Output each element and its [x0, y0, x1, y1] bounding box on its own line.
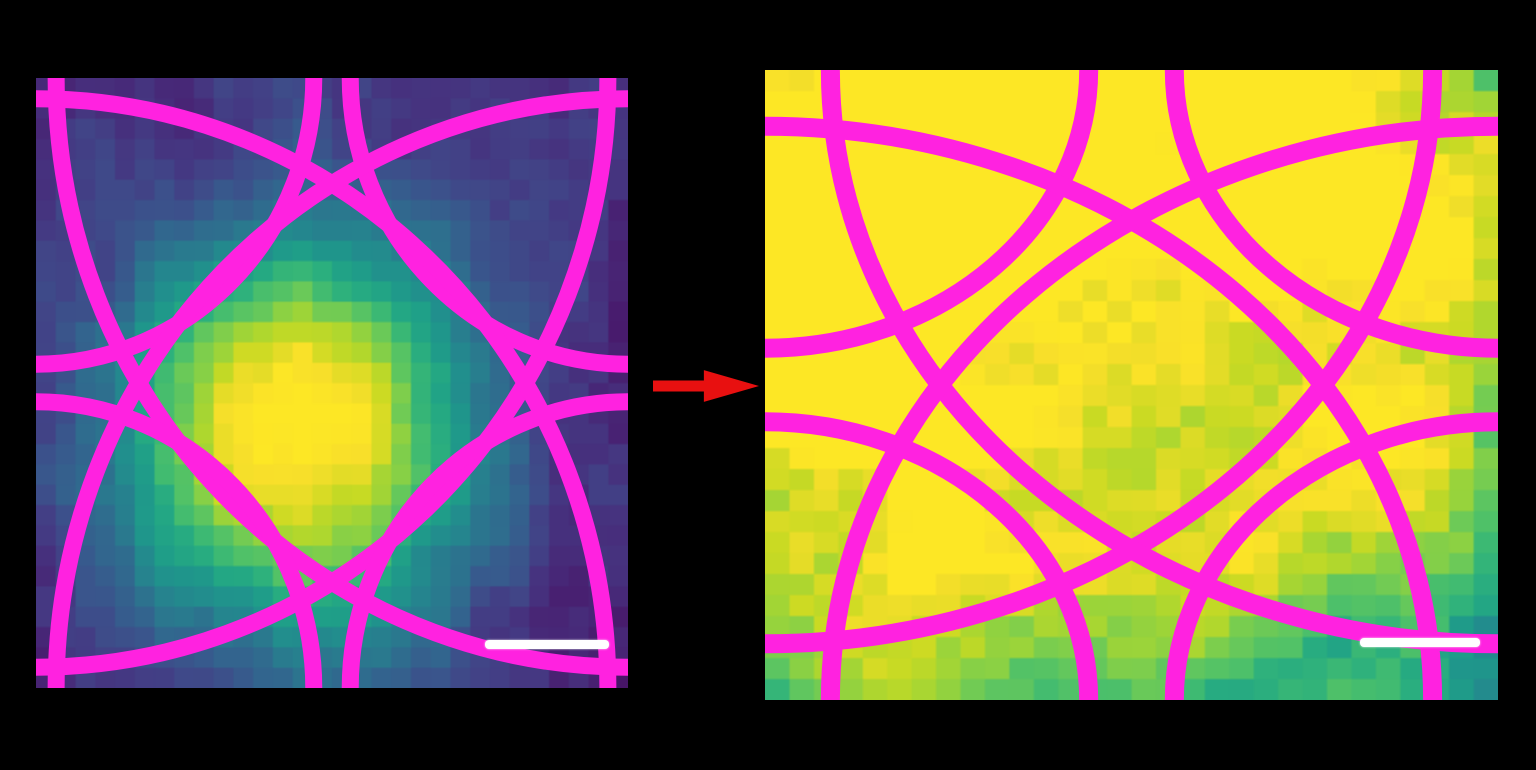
heatmap-image-before	[36, 78, 628, 688]
heatmap-panel-before[interactable]	[36, 78, 628, 688]
scale-bar-after	[1360, 638, 1480, 647]
scale-bar-before	[485, 640, 609, 649]
heatmap-image-after	[765, 70, 1498, 700]
arrow-shaft	[653, 380, 712, 392]
arrow-head	[703, 370, 759, 402]
transition-arrow	[653, 368, 759, 404]
heatmap-panel-after[interactable]	[765, 70, 1498, 700]
